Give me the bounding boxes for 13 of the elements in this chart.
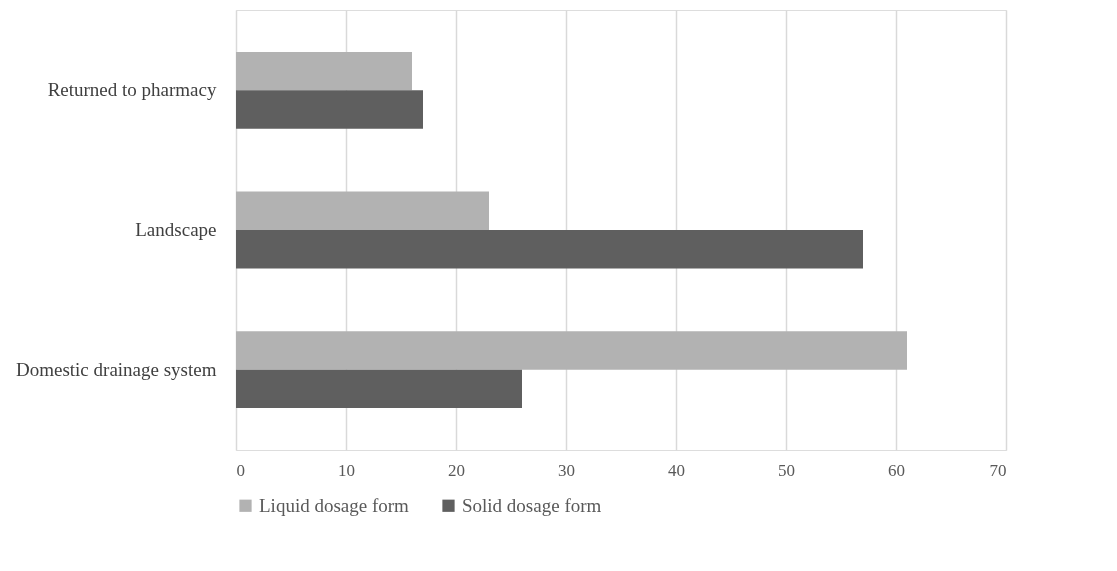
- x-tick-label: 50: [778, 460, 795, 480]
- x-tick-label: 20: [448, 460, 465, 480]
- y-tick-label: Returned to pharmacy: [47, 79, 217, 101]
- y-tick-label: Domestic drainage system: [15, 358, 217, 380]
- x-tick-label: 70: [989, 460, 1007, 480]
- x-tick-label: 60: [888, 460, 905, 480]
- y-tick-label: Landscape: [135, 219, 217, 240]
- x-tick-label: 40: [668, 460, 685, 480]
- x-tick-label: 10: [338, 460, 355, 480]
- x-tick-label: 0: [236, 460, 245, 480]
- legend-label: Liquid dosage form: [259, 494, 410, 516]
- legend-label: Solid dosage form: [462, 494, 602, 516]
- x-tick-label: 30: [558, 460, 575, 480]
